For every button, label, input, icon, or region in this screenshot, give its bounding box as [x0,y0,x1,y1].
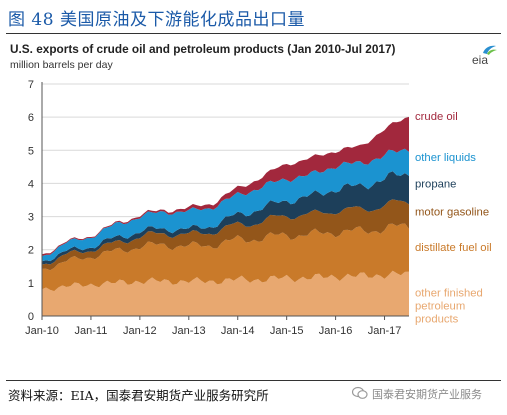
y-tick-label: 1 [28,278,34,290]
source-rule [6,380,501,381]
series-label: other finished [415,288,483,300]
area-motor-gasoline [42,199,409,271]
area-other-finished-petroleum-products [42,270,409,316]
series-label: propane [415,179,456,191]
axes: 0 1 2 3 4 5 6 7 Jan-10 Jan-11 Jan-12 Jan-13 Jan-14 Ja… [25,79,409,337]
chart-area: 0 1 2 3 4 5 6 7 Jan-10 Jan-11 Jan-12 Jan-13 Jan-14 Ja… [25,79,492,337]
series-label: other liquids [415,152,476,164]
x-tick-label: Jan-12 [123,325,157,337]
source-note: 资料来源：EIA，国泰君安期货产业服务研究所 [8,388,269,403]
stacked-areas [42,116,409,316]
eia-logo-text: eia [472,53,489,67]
series-label: petroleum [415,301,465,313]
series-label: products [415,314,459,326]
area-other-liquids [42,148,409,262]
y-tick-label: 6 [28,112,34,124]
y-tick-label: 0 [28,311,34,323]
y-tick-label: 4 [28,178,34,190]
x-tick-label: Jan-15 [270,325,304,337]
x-tick-label: Jan-17 [368,325,402,337]
x-tick-label: Jan-16 [319,325,353,337]
x-tick-label: Jan-13 [172,325,206,337]
area-distillate-fuel-oil [42,223,409,292]
wechat-icon [352,386,368,399]
area-propane [42,171,409,265]
x-tick-label: Jan-14 [221,325,255,337]
series-label: motor gasoline [415,207,489,219]
chart-ylabel: million barrels per day [10,59,113,71]
watermark-text: 国泰君安期货产业服务 [372,388,482,401]
y-tick-label: 5 [28,145,34,157]
title-rule [6,33,501,34]
y-tick-label: 7 [28,79,34,91]
series-label: crude oil [415,111,458,123]
x-tick-label: Jan-10 [25,325,59,337]
y-tick-label: 3 [28,212,34,224]
figure-title: 图 48 美国原油及下游能化成品出口量 [8,10,305,30]
series-label: distillate fuel oil [415,242,492,254]
chart-title: U.S. exports of crude oil and petroleum … [10,42,396,56]
x-tick-label: Jan-11 [75,325,108,337]
y-tick-label: 2 [28,245,34,257]
eia-logo-icon [483,45,497,55]
